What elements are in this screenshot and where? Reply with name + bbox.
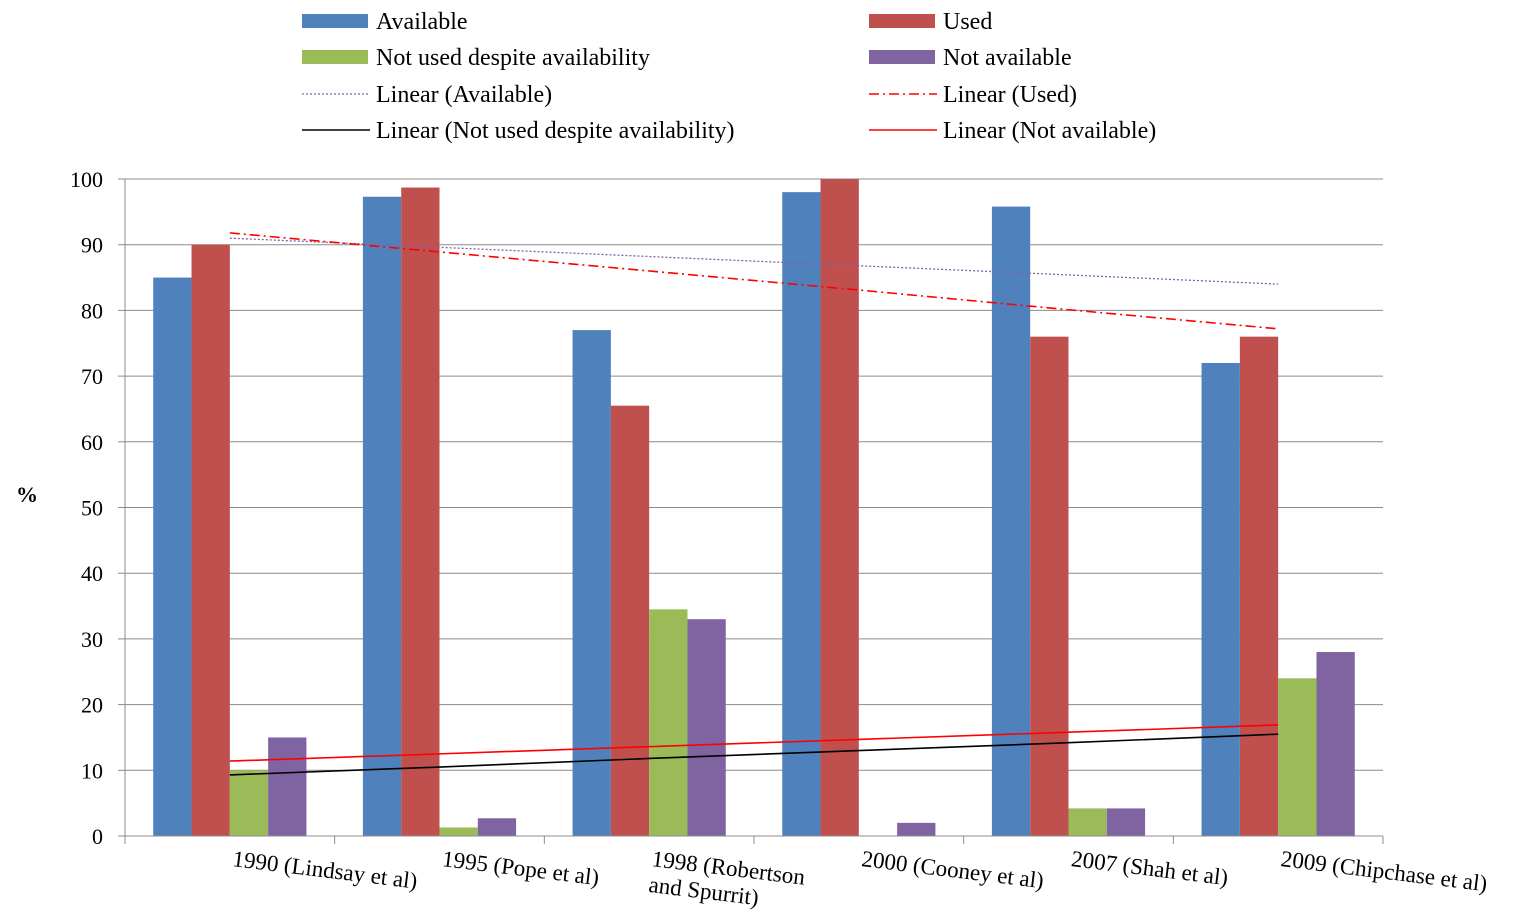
y-axis: 0 10 20 30 40 50 60 70 80 90 100: [70, 167, 126, 849]
bar-used: [610, 405, 650, 836]
gridlines: [125, 178, 1383, 771]
y-tick-label: 100: [70, 167, 103, 192]
legend-item-available: Available: [302, 9, 468, 35]
trendline-linear-available: [229, 237, 1279, 285]
y-axis-label: %: [16, 482, 38, 507]
bar-used: [820, 179, 859, 836]
legend-label: Available: [376, 9, 468, 35]
x-tick-label-line: 2000 (Cooney et al): [860, 846, 1045, 893]
bar-not-available: [268, 737, 307, 836]
x-tick-label: 1995 (Pope et al): [441, 846, 601, 890]
legend-item-used: Used: [869, 9, 992, 35]
bar-used: [401, 187, 440, 836]
trendline-linear-not-available: [229, 724, 1279, 762]
trendlines: [229, 232, 1279, 776]
bar-not-used-despite-availability: [439, 827, 478, 836]
y-tick-label: 90: [81, 233, 103, 258]
bar-not-available: [687, 619, 726, 836]
legend-label: Not available: [943, 45, 1072, 71]
bar-not-used-despite-availability: [649, 609, 688, 836]
legend-label: Linear (Used): [943, 82, 1077, 108]
bar-not-used-despite-availability: [229, 770, 269, 836]
y-tick-label: 50: [81, 496, 103, 521]
legend: Available Used Not used despite availabili…: [302, 9, 1156, 144]
x-tick-label-line: 2009 (Chipchase et al): [1280, 846, 1489, 896]
x-tick-label: 1990 (Lindsay et al): [231, 846, 419, 893]
trendline-linear-used: [229, 232, 1279, 330]
bar-not-used-despite-availability: [1068, 808, 1107, 836]
bar-available: [991, 206, 1031, 836]
legend-label: Used: [943, 9, 992, 35]
legend-item-not-available: Not available: [869, 45, 1072, 71]
bar-available: [572, 330, 611, 836]
x-tick-label: 2007 (Shah et al): [1070, 846, 1230, 890]
y-tick-label: 0: [92, 824, 103, 849]
x-tick-label: 2000 (Cooney et al): [860, 846, 1045, 893]
bar-available: [153, 277, 192, 836]
x-tick-label: 2009 (Chipchase et al): [1280, 846, 1489, 896]
x-axis: 1990 (Lindsay et al) 1995 (Pope et al) 199…: [124, 835, 1489, 910]
x-tick-label-line: 1990 (Lindsay et al): [231, 846, 419, 893]
y-tick-label: 40: [81, 561, 103, 586]
y-tick-label: 60: [81, 430, 103, 455]
legend-label: Linear (Not available): [943, 118, 1156, 144]
legend-swatch: [302, 50, 368, 64]
trendline-linear-not-used-despite-availability: [229, 733, 1279, 776]
legend-swatch: [302, 14, 368, 28]
x-tick-label-line: 1995 (Pope et al): [441, 846, 601, 890]
bar-available: [362, 196, 402, 836]
legend-swatch: [869, 50, 935, 64]
legend-label: Not used despite availability: [376, 45, 650, 71]
legend-item-linear-used: Linear (Used): [869, 82, 1077, 108]
bar-not-available: [1316, 652, 1355, 836]
bar-not-used-despite-availability: [1278, 678, 1317, 836]
y-tick-label: 70: [81, 364, 103, 389]
legend-label: Linear (Not used despite availability): [376, 118, 735, 144]
y-tick-label: 30: [81, 627, 103, 652]
legend-label: Linear (Available): [376, 82, 552, 108]
bar-not-available: [477, 818, 517, 836]
bar-not-available: [1106, 808, 1146, 836]
legend-item-linear-not-available: Linear (Not available): [869, 118, 1156, 144]
bar-used: [191, 244, 230, 836]
bars: [153, 179, 1355, 836]
x-tick-label-line: 2007 (Shah et al): [1070, 846, 1230, 890]
legend-item-not-used-despite-availability: Not used despite availability: [302, 45, 650, 71]
bar-used: [1030, 336, 1069, 836]
bar-used: [1239, 336, 1279, 836]
y-tick-label: 20: [81, 693, 103, 718]
bar-available: [1201, 362, 1240, 836]
y-tick-label: 80: [81, 298, 103, 323]
legend-item-linear-not-used-despite-availability: Linear (Not used despite availability): [302, 118, 735, 144]
legend-item-linear-available: Linear (Available): [302, 82, 552, 108]
bar-not-available: [897, 822, 936, 836]
legend-swatch: [869, 14, 935, 28]
bar-available: [782, 192, 821, 836]
y-tick-label: 10: [81, 758, 103, 783]
